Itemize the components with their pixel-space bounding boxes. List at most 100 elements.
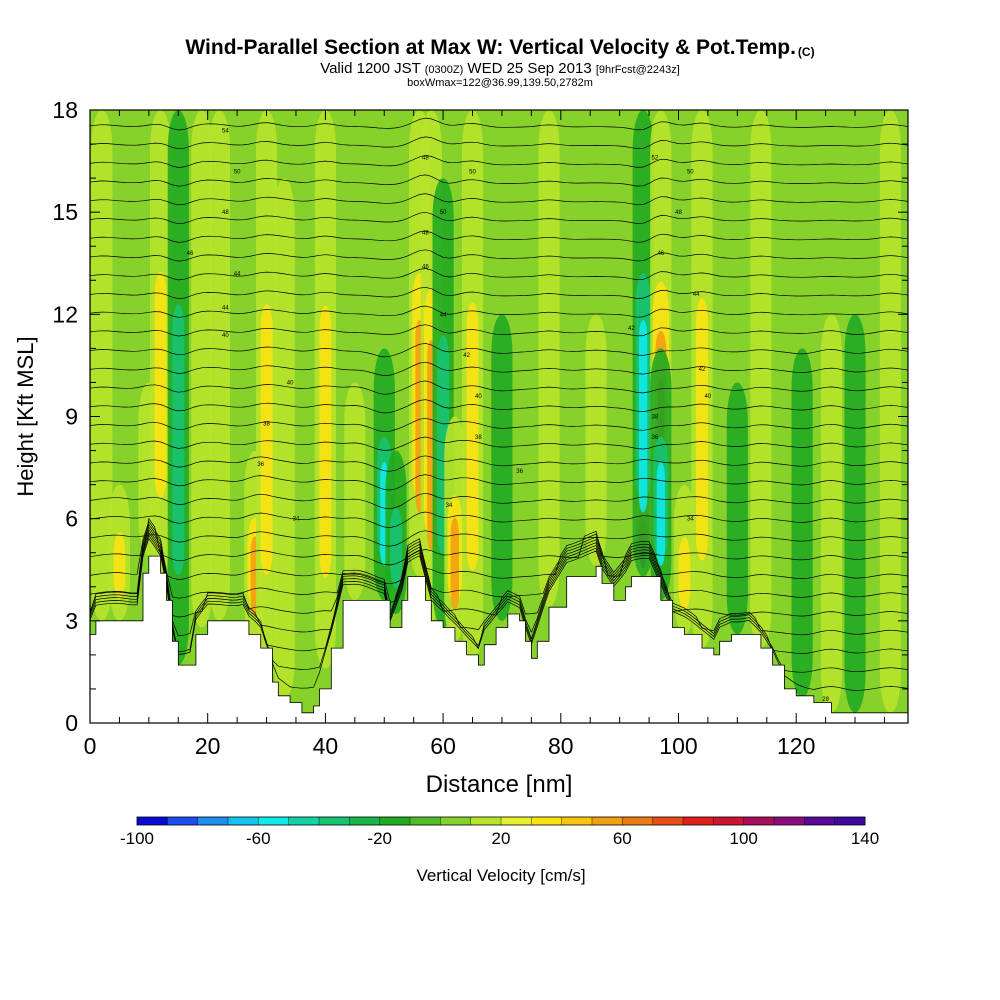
colorbar-swatch <box>622 817 653 825</box>
contour-label: 50 <box>440 210 447 216</box>
velocity-cell <box>678 537 691 611</box>
isentrope <box>90 534 908 673</box>
velocity-cell <box>390 507 402 588</box>
velocity-cell <box>208 110 231 621</box>
isentrope <box>90 399 908 414</box>
colorbar-swatch <box>561 817 593 825</box>
colorbar-swatch <box>713 817 744 825</box>
contour-label: 46 <box>422 265 429 271</box>
subtitle-valid: Valid 1200 JST <box>320 60 421 77</box>
contour-label: 40 <box>475 394 482 400</box>
contour-label: 40 <box>287 380 294 386</box>
x-tick-label: 120 <box>777 733 815 759</box>
contour-label: 38 <box>652 415 659 421</box>
velocity-cell <box>750 110 772 649</box>
isentrope <box>90 193 908 206</box>
x-tick-label: 80 <box>548 733 574 759</box>
velocity-cell <box>491 314 513 621</box>
velocity-cell <box>791 348 813 698</box>
velocity-cell <box>538 110 560 608</box>
isentrope <box>90 492 908 510</box>
colorbar-swatch <box>470 817 502 825</box>
colorbar-swatch <box>531 817 562 825</box>
velocity-cell <box>260 304 273 575</box>
x-tick-label: 20 <box>195 733 221 759</box>
isentrope <box>90 523 908 603</box>
colorbar-tick-label: 60 <box>613 829 632 848</box>
velocity-cell <box>113 532 126 599</box>
chart-title: Wind-Parallel Section at Max W: Vertical… <box>0 36 1000 60</box>
contour-label: 50 <box>469 169 476 175</box>
colorbar-swatch <box>258 817 289 825</box>
colorbar-swatch <box>379 817 411 825</box>
colorbar-swatch <box>774 817 805 825</box>
isentrope <box>90 380 908 395</box>
contour-label: 52 <box>652 156 659 162</box>
contour-label: 50 <box>687 169 694 175</box>
contour-label: 42 <box>628 326 635 332</box>
terrain-mask <box>89 555 909 724</box>
contour-label: 46 <box>657 251 664 257</box>
velocity-cell <box>820 314 843 713</box>
velocity-cell <box>879 110 901 713</box>
velocity-cell <box>585 314 607 567</box>
velocity-cell <box>450 517 459 611</box>
x-axis-label: Distance [nm] <box>426 771 573 798</box>
velocity-cell <box>466 302 479 571</box>
isentrope <box>90 249 908 262</box>
contour-label: 42 <box>699 367 706 373</box>
subtitle-date: WED 25 Sep 2013 <box>467 60 592 77</box>
contour-label: 36 <box>257 462 264 468</box>
isentrope <box>90 286 908 299</box>
contour-label: 28 <box>822 697 829 703</box>
colorbar-tick-label: 140 <box>851 829 879 848</box>
contour-label: 40 <box>705 394 712 400</box>
velocity-cell <box>273 178 295 700</box>
colorbar-swatch <box>167 817 198 825</box>
contour-label: 44 <box>440 312 447 318</box>
y-tick-label: 18 <box>52 97 78 123</box>
colorbar-swatch <box>501 817 532 825</box>
y-tick-label: 12 <box>52 301 78 327</box>
isentrope <box>90 211 908 225</box>
x-tick-label: 100 <box>659 733 697 759</box>
colorbar-swatch <box>228 817 259 825</box>
colorbar-swatch <box>410 817 441 825</box>
isentrope <box>90 69 908 72</box>
velocity-cell <box>656 461 665 566</box>
subtitle-forecast: [9hrFcst@2243z] <box>595 64 680 76</box>
colorbar-swatch <box>652 817 684 825</box>
isentrope <box>387 110 392 111</box>
isentrope <box>90 526 908 622</box>
isentrope <box>90 517 908 566</box>
velocity-field <box>91 110 901 713</box>
isentrope <box>90 155 908 168</box>
contour-label: 34 <box>293 517 300 523</box>
isentrope <box>90 511 908 528</box>
isentrope <box>90 117 908 131</box>
colorbar-tick-label: 100 <box>730 829 758 848</box>
contour-label: 46 <box>187 251 194 257</box>
title-text: Wind-Parallel Section at Max W: Vertical… <box>185 36 796 59</box>
colorbar-swatch <box>137 817 168 825</box>
isentrope <box>90 268 908 281</box>
subtitle-utc: (0300Z) <box>424 64 464 76</box>
colorbar-swatch <box>319 817 350 825</box>
colorbar-swatch <box>349 817 380 825</box>
velocity-cell <box>344 382 366 601</box>
colorbar-swatch <box>834 817 866 825</box>
colorbar-tick-label: -100 <box>120 829 154 848</box>
velocity-cell <box>726 382 748 635</box>
colorbar-swatch <box>197 817 229 825</box>
y-axis-label: Height [Kft MSL] <box>13 336 38 496</box>
isentrope <box>90 417 908 433</box>
isentrope-lines <box>90 69 908 691</box>
isentrope <box>90 361 908 376</box>
isentrope <box>90 530 908 547</box>
isentrope <box>90 436 908 451</box>
box-wmax-info: boxWmax=122@36.99,139.50,2782m <box>407 77 593 89</box>
contour-label: 48 <box>422 231 429 237</box>
copyright-mark: (C) <box>797 45 815 59</box>
isentrope <box>90 136 908 150</box>
